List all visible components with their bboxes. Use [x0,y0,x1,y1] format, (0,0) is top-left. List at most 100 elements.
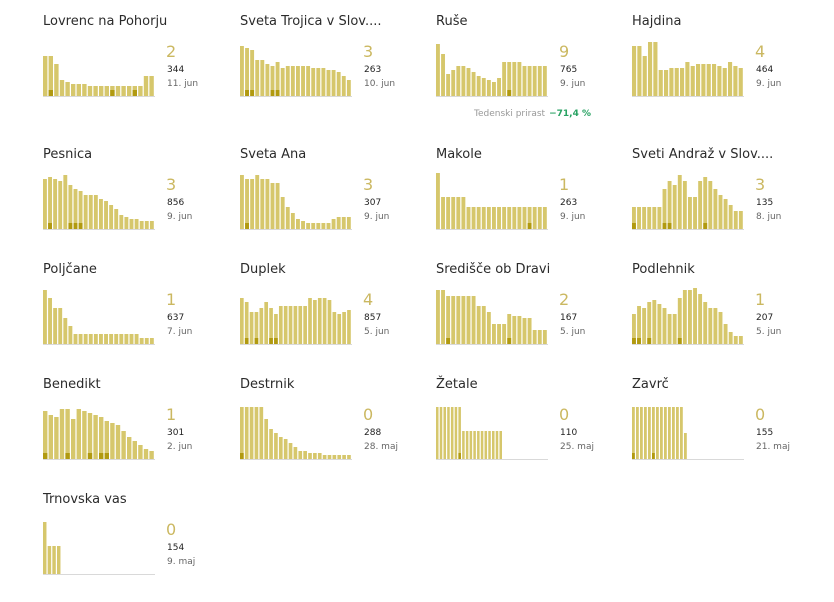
tile-count: 135 [756,198,774,208]
chart-bar-highlight [65,453,70,459]
chart-bar [652,300,657,344]
chart-bar [733,336,738,344]
tile-title: Duplek [240,262,286,277]
chart-bar [149,221,154,229]
chart-bar [481,306,486,344]
chart-bar [121,431,126,459]
tile-value: 3 [755,175,766,194]
municipality-tile[interactable]: Sveta Ana 3 307 9. jun [240,147,430,257]
chart-bar [250,179,255,229]
chart-bar [512,207,517,229]
chart-bar [342,312,346,344]
chart-bar [274,314,278,344]
chart-bar [647,207,652,229]
tile-count: 288 [364,428,382,438]
municipality-tile[interactable]: Pesnica 3 856 9. jun [43,147,233,257]
chart-bar [317,453,322,459]
municipality-tile[interactable]: Duplek 4 857 5. jun [240,262,430,372]
chart-bar-highlight [662,223,667,229]
tile-title: Pesnica [43,147,93,162]
chart-bar-highlight [637,338,641,344]
municipality-tile[interactable]: Ruše 9 765 9. jun Tedenski prirast −71,4 % [436,14,626,124]
chart-bar [461,296,466,344]
municipality-tile[interactable]: Hajdina 4 464 9. jun [632,14,822,124]
chart-bar [723,324,728,344]
chart-bar [48,415,53,459]
chart-bar-highlight [507,90,512,96]
chart-bar [507,207,512,229]
tile-title: Sveta Ana [240,147,307,162]
tile-value: 2 [559,290,570,309]
chart-bar [336,217,341,229]
chart-bar [636,407,639,459]
chart-bar [451,70,456,96]
municipality-tile[interactable]: Žetale 0 110 25. maj [436,377,626,487]
municipality-tile[interactable]: Trnovska vas 0 154 9. maj [43,492,233,602]
tile-date: 5. jun [364,327,390,337]
chart-bar [733,66,738,96]
chart-bar [139,221,144,229]
tile-date: 9. jun [560,79,586,89]
bar-chart [43,409,155,460]
chart-bar [115,425,121,459]
chart-bar-highlight [132,90,137,96]
municipality-tile[interactable]: Lovrenc na Pohorju 2 344 11. jun [43,14,233,124]
chart-bar [637,207,641,229]
chart-bar [296,219,300,229]
chart-bar [265,64,270,96]
chart-bar [495,431,499,459]
chart-bar [532,207,537,229]
chart-bar [83,195,88,229]
chart-bar [676,407,679,459]
chart-bar [542,330,547,344]
chart-bar [672,407,675,459]
chart-bar [326,223,331,229]
chart-bar [254,407,259,459]
chart-bar [712,64,717,96]
chart-bar [658,70,663,96]
chart-bar [446,197,451,229]
tile-value: 4 [755,42,766,61]
municipality-tile[interactable]: Benedikt 1 301 2. jun [43,377,233,487]
chart-bar [682,290,687,344]
chart-bar [436,407,439,459]
chart-bar [104,201,108,229]
chart-bar [542,66,547,96]
municipality-tile[interactable]: Zavrč 0 155 21. maj [632,377,822,487]
tile-count: 110 [560,428,578,438]
chart-bar [48,177,52,229]
municipality-tile[interactable]: Sveti Andraž v Slov.... 3 135 8. jun [632,147,822,257]
chart-bar [87,86,93,96]
bar-chart [240,298,352,345]
chart-bar [342,455,346,459]
chart-bar [667,314,672,344]
chart-bar [632,314,636,344]
chart-bar [127,437,132,459]
chart-bar [346,80,351,96]
chart-bar [436,290,440,344]
chart-bar [43,179,47,229]
municipality-tile[interactable]: Poljčane 1 637 7. jun [43,262,233,372]
municipality-tile[interactable]: Sveta Trojica v Slov.... 3 263 10. jun [240,14,430,124]
chart-bar [53,179,58,229]
chart-bar [632,407,635,459]
municipality-tile[interactable]: Središče ob Dravi 2 167 5. jun [436,262,626,372]
tile-title: Ruše [436,14,468,29]
chart-bar [53,308,58,344]
chart-bar [486,207,491,229]
municipality-tile[interactable]: Makole 1 263 9. jun [436,147,626,257]
chart-bar [517,207,522,229]
chart-bar-highlight [99,453,104,459]
chart-bar [664,70,669,96]
municipality-tile[interactable]: Destrnik 0 288 28. maj [240,377,430,487]
chart-bar [59,409,65,459]
chart-bar [301,221,305,229]
chart-bar [255,175,260,229]
chart-bar [677,175,682,229]
chart-bar [652,207,657,229]
municipality-tile[interactable]: Podlehnik 1 207 5. jun [632,262,822,372]
chart-bar [703,177,708,229]
chart-bar-highlight [78,223,83,229]
chart-bar [134,219,139,229]
chart-bar [718,195,723,229]
